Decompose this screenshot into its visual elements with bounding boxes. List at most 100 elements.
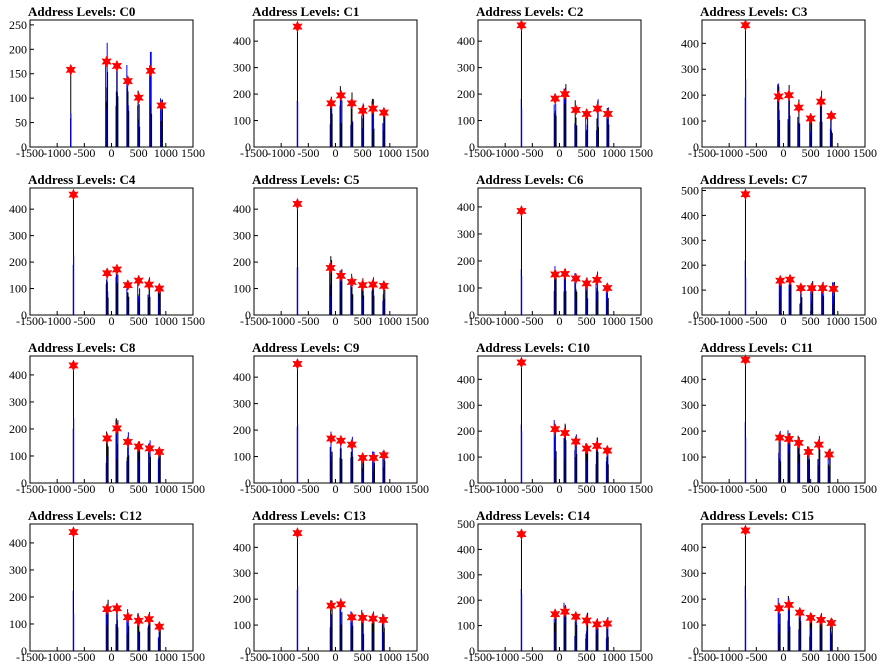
- peak-marker: [378, 279, 390, 293]
- x-tick-label: 1500: [629, 146, 653, 160]
- peak-marker: [325, 599, 337, 612]
- y-tick-label: 300: [681, 398, 699, 412]
- x-tick-label: 500: [130, 482, 148, 496]
- x-tick-label: -1500: [240, 146, 268, 160]
- y-tick-label: 100: [233, 618, 251, 632]
- x-tick-label: 0: [557, 146, 563, 160]
- peak-marker: [516, 19, 527, 32]
- plot-frame: [477, 355, 642, 484]
- x-tick-label: 1000: [154, 146, 178, 160]
- peak-marker: [774, 274, 786, 287]
- histogram-cluster: [809, 118, 813, 147]
- y-tick-label: 400: [681, 36, 699, 50]
- x-tick-label: 500: [354, 146, 372, 160]
- chart-title: Address Levels: C4: [28, 172, 136, 187]
- y-tick-label: 300: [233, 61, 251, 75]
- x-tick-label: 1000: [154, 314, 178, 328]
- x-tick-label: 0: [557, 314, 563, 328]
- x-tick-label: -500: [297, 314, 319, 328]
- x-tick-label: -1500: [464, 650, 492, 664]
- x-tick-label: 1500: [405, 314, 429, 328]
- y-tick-label: 300: [457, 568, 475, 582]
- peak-marker: [795, 281, 807, 295]
- peak-marker: [592, 102, 603, 115]
- y-tick-label: 0: [245, 476, 251, 490]
- chart-panel: Address Levels: C1 0 100 200 300 400 -1500 -100…: [224, 0, 448, 168]
- plot-frame: [253, 19, 418, 148]
- y-tick-label: 400: [457, 542, 475, 556]
- y-tick-label: 200: [9, 42, 27, 56]
- peak-marker: [773, 602, 785, 615]
- chart-svg: Address Levels: C9 0 100 200 300 400 -1500 -100…: [233, 340, 429, 496]
- x-tick-label: 1000: [154, 650, 178, 664]
- peak-marker: [823, 448, 835, 461]
- x-tick-label: -1500: [464, 314, 492, 328]
- x-tick-label: -1000: [43, 146, 71, 160]
- x-tick-label: 1000: [154, 482, 178, 496]
- y-tick-label: 100: [457, 450, 475, 464]
- y-tick-label: 0: [21, 308, 27, 322]
- histogram-cluster: [329, 431, 333, 483]
- peak-marker: [154, 282, 165, 295]
- x-tick-label: 1500: [405, 146, 429, 160]
- peak-marker: [549, 608, 561, 621]
- y-tick-label: 150: [9, 67, 27, 81]
- chart-svg: Address Levels: C2 0 100 200 300 400 -1500 -100…: [457, 4, 653, 160]
- y-tick-label: 100: [233, 114, 251, 128]
- peak-marker: [805, 611, 816, 624]
- y-tick-label: 100: [457, 281, 475, 295]
- peak-marker: [335, 434, 347, 447]
- peak-marker: [803, 445, 814, 459]
- y-tick-label: 200: [9, 422, 27, 436]
- peak-marker: [570, 103, 582, 117]
- peak-marker: [378, 449, 390, 462]
- x-tick-label: 1500: [629, 650, 653, 664]
- plot-frame: [29, 355, 194, 484]
- x-tick-label: 1000: [826, 650, 850, 664]
- y-tick-label: 200: [9, 590, 27, 604]
- histogram-cluster: [157, 286, 161, 315]
- histogram-cluster: [105, 275, 109, 315]
- histogram-cluster: [105, 431, 109, 483]
- chart-svg: Address Levels: C8 0 100 200 300 400 -1500 -100…: [9, 340, 205, 496]
- x-tick-label: -1500: [688, 146, 716, 160]
- peak-marker: [602, 617, 613, 630]
- histogram-cluster: [585, 113, 589, 147]
- peak-marker: [826, 616, 837, 630]
- x-tick-label: 1000: [602, 314, 626, 328]
- x-tick-label: 500: [130, 314, 148, 328]
- chart-svg: Address Levels: C70100200300400500-1500-…: [681, 172, 877, 328]
- x-tick-label: -1000: [715, 482, 743, 496]
- peak-marker: [581, 277, 592, 290]
- x-tick-label: 1000: [602, 650, 626, 664]
- y-tick-label: 200: [457, 254, 475, 268]
- y-tick-label: 200: [233, 423, 251, 437]
- x-tick-label: 500: [578, 482, 596, 496]
- x-tick-label: 1000: [826, 146, 850, 160]
- peak-marker: [516, 204, 527, 218]
- x-tick-label: -500: [73, 482, 95, 496]
- peak-marker: [740, 353, 751, 367]
- chart-panel: Address Levels: C8 0 100 200 300 400 -1500 -100…: [0, 336, 224, 504]
- peak-marker: [122, 611, 134, 624]
- peak-marker: [292, 20, 303, 33]
- x-tick-label: 0: [333, 482, 339, 496]
- y-tick-label: 0: [469, 476, 475, 490]
- y-tick-label: 400: [9, 536, 27, 550]
- y-tick-label: 200: [9, 255, 27, 269]
- x-tick-label: -500: [521, 482, 543, 496]
- y-tick-label: 0: [245, 644, 251, 658]
- histogram-cluster: [126, 65, 130, 147]
- plot-frame: [29, 187, 194, 316]
- x-tick-label: 500: [130, 146, 148, 160]
- x-tick-label: -500: [297, 650, 319, 664]
- x-tick-label: 0: [333, 650, 339, 664]
- y-tick-label: 50: [15, 116, 27, 130]
- histogram-cluster: [382, 451, 386, 483]
- peak-marker: [133, 91, 144, 104]
- x-tick-label: 1000: [602, 482, 626, 496]
- y-tick-label: 300: [9, 395, 27, 409]
- y-tick-label: 400: [681, 208, 699, 222]
- y-tick-label: 500: [681, 183, 699, 197]
- x-tick-label: 0: [109, 650, 115, 664]
